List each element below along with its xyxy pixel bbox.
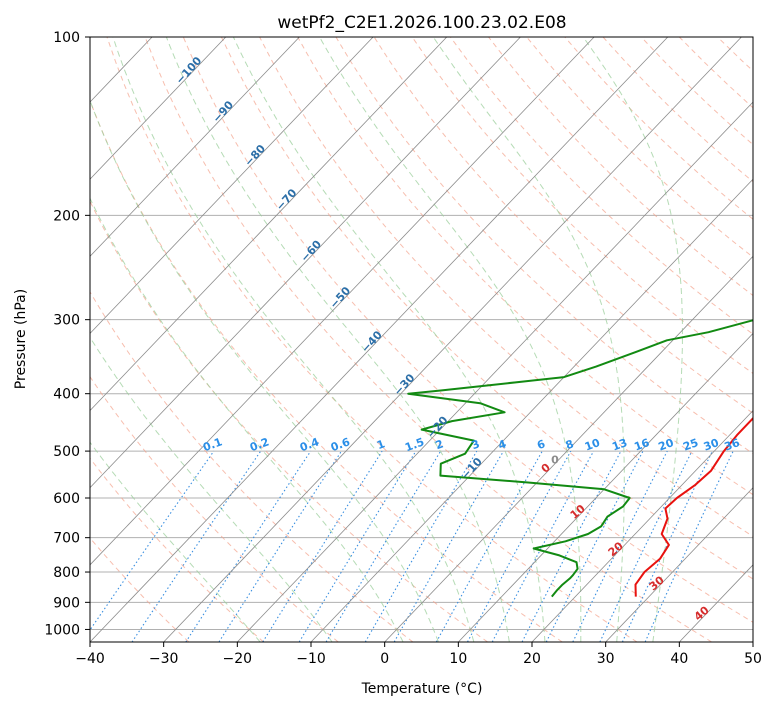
mixing-ratio-label: 16 <box>632 436 651 454</box>
dry-adiabat-line <box>259 37 753 537</box>
x-tick-label: 0 <box>380 651 389 667</box>
isotherm-line <box>310 178 753 642</box>
dry-adiabat-line <box>90 200 488 642</box>
mixing-ratio-label: 2 <box>434 437 446 452</box>
temperature-profile-line <box>634 416 753 597</box>
y-tick-label: 100 <box>53 30 80 46</box>
plot-frame <box>89 36 754 643</box>
dry-adiabat-line <box>90 99 563 642</box>
axes: −40 −30 −20 −10 0 10 20 30 40 5010020030040050060… <box>44 30 762 667</box>
x-tick-label: −40 <box>75 651 105 667</box>
moist-adiabat-line <box>165 37 510 642</box>
moist-adiabat-line <box>90 99 439 642</box>
mixing-ratio-line <box>572 450 668 642</box>
x-tick-label: −30 <box>149 651 179 667</box>
plot-background <box>90 37 753 642</box>
dry-adiabat-line <box>335 37 753 455</box>
mixing-ratio-label: 0.1 <box>201 435 224 454</box>
isotherm-line <box>752 641 753 642</box>
moist-adiabat-line <box>582 37 683 642</box>
isotherm-line <box>163 37 742 642</box>
isotherm-line <box>458 332 753 642</box>
mixing-ratio-label: 1.5 <box>403 435 426 454</box>
y-tick-label: 200 <box>53 208 80 224</box>
mixing-ratio-label: 0.4 <box>298 435 321 454</box>
mixing-ratio-label: 6 <box>535 437 547 452</box>
x-tick-label: 20 <box>523 651 541 667</box>
y-tick-label: 800 <box>53 565 80 581</box>
mixing-ratio-label: 20 <box>657 436 676 454</box>
moist-adiabat-line <box>112 37 475 642</box>
moist-adiabat-line <box>90 336 333 642</box>
dewpoint-profile-line <box>407 319 753 598</box>
moist-adiabat-line <box>232 37 546 642</box>
mixing-ratio-line <box>298 450 417 642</box>
isotherm-line <box>90 37 374 335</box>
y-tick-label: 1000 <box>44 622 80 638</box>
y-tick-label: 600 <box>53 491 80 507</box>
dry-adiabat-line <box>106 37 638 642</box>
moist-adiabat-line <box>90 197 404 642</box>
mixing-ratio-label: 8 <box>564 437 576 452</box>
mixing-ratio-label: 30 <box>702 436 721 454</box>
isotherm-line <box>90 37 227 180</box>
dry-adiabat-line <box>144 37 712 642</box>
freezing-level-label: 0 <box>551 454 559 467</box>
mixing-ratio-line <box>467 450 572 642</box>
dry-adiabat-line <box>756 37 775 642</box>
mixing-ratio-line <box>218 450 342 642</box>
mixing-ratio-label: 0.6 <box>329 435 352 454</box>
y-tick-label: 300 <box>53 313 80 329</box>
isotherm-line <box>90 37 595 566</box>
x-tick-label: 40 <box>670 651 688 667</box>
mixing-ratio-label: 1 <box>375 437 387 452</box>
x-tick-label: −20 <box>223 651 253 667</box>
dry-adiabat-line <box>297 37 753 496</box>
y-axis-label: Pressure (hPa) <box>13 289 29 389</box>
y-tick-label: 400 <box>53 387 80 403</box>
x-tick-label: 10 <box>449 651 467 667</box>
x-tick-label: 50 <box>744 651 762 667</box>
mixing-ratio-line <box>185 450 312 642</box>
mixing-ratio-label: 25 <box>681 436 700 453</box>
dry-adiabat-line <box>449 37 753 335</box>
isotherm-line <box>90 37 300 257</box>
isotherm-line <box>237 101 753 642</box>
y-tick-label: 900 <box>53 595 80 611</box>
mixing-ratio-label: 0.2 <box>248 435 271 454</box>
mixing-ratio-label: 10 <box>583 436 602 454</box>
y-tick-label: 500 <box>53 444 80 460</box>
isotherm-line <box>90 37 521 489</box>
y-tick-label: 700 <box>53 531 80 547</box>
isotherm-line <box>90 37 669 642</box>
mixing-ratio-line <box>90 450 215 631</box>
mixing-ratio-line <box>131 450 262 642</box>
dry-adiabat-line <box>182 37 753 623</box>
mixing-ratio-label: 4 <box>496 437 508 452</box>
x-tick-label: −10 <box>296 651 326 667</box>
mixing-ratio-label: 13 <box>610 436 629 453</box>
x-axis-label: Temperature (°C) <box>361 681 483 697</box>
mixing-ratio-line <box>435 450 543 642</box>
dry-adiabat-line <box>220 37 753 580</box>
mixing-ratio-label: 36 <box>723 436 742 454</box>
dry-adiabat-line <box>90 457 264 642</box>
dry-adiabat-line <box>90 290 414 642</box>
chart-title: wetPf2_C2E1.2026.100.23.02.E08 <box>277 13 566 33</box>
dry-adiabat-line <box>411 37 753 375</box>
data-series <box>407 319 753 598</box>
isotherm-line <box>90 37 448 412</box>
mixing-ratio-label: 3 <box>470 437 482 452</box>
background-lines <box>90 37 775 642</box>
isotherm-line <box>605 487 753 642</box>
isotherm-line <box>531 410 753 642</box>
x-tick-label: 30 <box>597 651 615 667</box>
